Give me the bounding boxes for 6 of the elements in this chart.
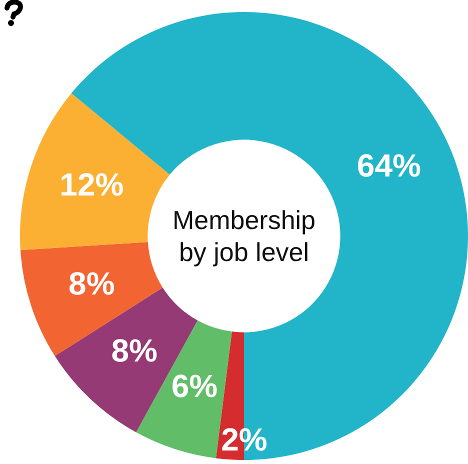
data-label: 64% [356, 148, 421, 184]
data-label: 6% [171, 368, 218, 404]
text: Membership by job level [171, 204, 317, 268]
data-label: 12% [60, 166, 124, 202]
data-label: 8% [111, 332, 158, 369]
data-label: 8% [68, 265, 115, 302]
